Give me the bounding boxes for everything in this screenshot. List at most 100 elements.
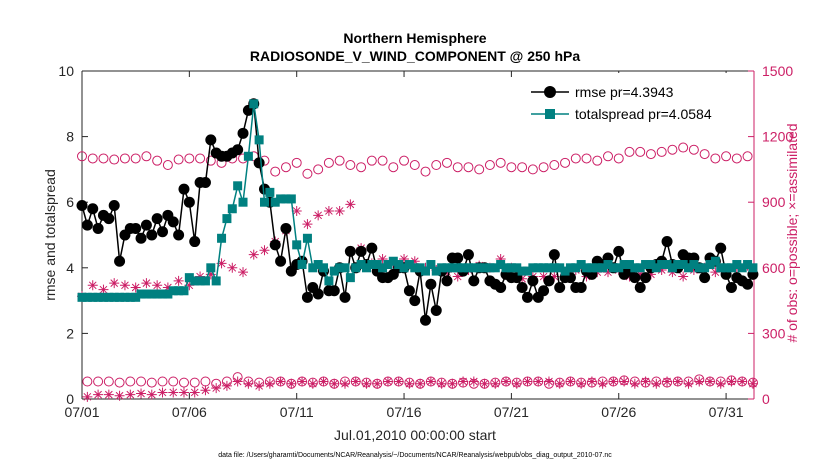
totalspread-point [539, 263, 549, 273]
series-obs-5 [82, 376, 758, 402]
obs-assimilated-point [184, 280, 195, 291]
obs-assimilated-point [93, 389, 104, 400]
obs-assimilated-point [173, 275, 184, 286]
totalspread-point [158, 289, 168, 299]
obs-assimilated-point [645, 269, 656, 280]
obs-possible-point [624, 146, 635, 157]
obs-possible-point [152, 155, 163, 166]
totalspread-point [131, 292, 141, 302]
obs-assimilated-point [259, 245, 270, 256]
obs-possible-point [168, 376, 179, 387]
totalspread-point [716, 263, 726, 273]
rmse-point [108, 199, 120, 211]
totalspread-point [608, 263, 618, 273]
obs-possible-point [613, 153, 624, 164]
obs-assimilated-point [340, 378, 351, 389]
totalspread-point [431, 266, 441, 276]
totalspread-point [238, 197, 248, 207]
totalspread-point [168, 286, 178, 296]
obs-assimilated-point [361, 378, 372, 389]
rmse-point [103, 213, 115, 225]
y-axis-label: rmse and totalspread [42, 169, 58, 301]
obs-possible-point [157, 376, 168, 387]
rmse-point [92, 222, 104, 234]
totalspread-point [115, 292, 125, 302]
totalspread-point [614, 263, 624, 273]
obs-possible-point [463, 162, 474, 173]
totalspread-point [684, 263, 694, 273]
totalspread-point [367, 260, 377, 270]
obs-possible-point [517, 162, 528, 173]
obs-assimilated-point [635, 269, 646, 280]
rmse-point [430, 304, 442, 316]
totalspread-point [678, 260, 688, 270]
rmse-point [403, 285, 415, 297]
totalspread-point [324, 276, 334, 286]
obs-assimilated-point [393, 376, 404, 387]
totalspread-point [125, 292, 135, 302]
totalspread-point [147, 289, 157, 299]
totalspread-point [82, 292, 92, 302]
obs-possible-point [334, 155, 345, 166]
legend-box [524, 73, 750, 128]
totalspread-point [469, 263, 479, 273]
obs-assimilated-point [200, 385, 211, 396]
obs-possible-point [506, 162, 517, 173]
obs-assimilated-point [189, 387, 200, 398]
rmse-point [613, 245, 625, 257]
obs-possible-point [103, 376, 114, 387]
obs-assimilated-point [168, 387, 179, 398]
totalspread-point [286, 194, 296, 204]
totalspread-point [394, 260, 404, 270]
obs-assimilated-point [382, 376, 393, 387]
obs-possible-point [484, 160, 495, 171]
totalspread-point [721, 263, 731, 273]
rmse-point [253, 157, 265, 169]
obs-assimilated-point [136, 388, 147, 399]
obs-possible-point [721, 151, 732, 162]
rmse-point [699, 272, 711, 284]
obs-assimilated-point [152, 280, 163, 291]
totalspread-point [243, 151, 253, 161]
obs-possible-point [130, 153, 141, 164]
obs-possible-point [366, 155, 377, 166]
totalspread-point [474, 263, 484, 273]
totalspread-point [233, 181, 243, 191]
obs-possible-point [645, 149, 656, 160]
rmse-point [640, 272, 652, 284]
rmse-point [151, 213, 163, 225]
totalspread-point [533, 263, 543, 273]
obs-assimilated-point [243, 378, 254, 389]
totalspread-point [651, 263, 661, 273]
obs-assimilated-point [737, 376, 748, 387]
obs-possible-point [114, 377, 125, 388]
obs-assimilated-point [404, 378, 415, 389]
obs-possible-point [431, 160, 442, 171]
obs-assimilated-point [565, 376, 576, 387]
rmse-point [468, 275, 480, 287]
totalspread-point [179, 286, 189, 296]
obs-assimilated-point [275, 376, 286, 387]
x-tick-label: 07/26 [601, 404, 636, 420]
y-tick-label: 10 [58, 63, 74, 79]
totalspread-point [506, 263, 516, 273]
rmse-point [409, 295, 421, 307]
obs-possible-point [495, 157, 506, 168]
totalspread-point [447, 263, 457, 273]
obs-assimilated-point [543, 376, 554, 387]
totalspread-point [571, 263, 581, 273]
obs-assimilated-point [87, 280, 98, 291]
totalspread-point [694, 263, 704, 273]
x-tick-label: 07/06 [172, 404, 207, 420]
rmse-point [634, 281, 646, 293]
rmse-point [441, 275, 453, 287]
obs-possible-point [581, 153, 592, 164]
rmse-point [232, 144, 244, 156]
rmse-point [452, 252, 464, 264]
rmse-point [76, 199, 88, 211]
obs-possible-point [731, 153, 742, 164]
obs-assimilated-point [264, 378, 275, 389]
totalspread-point [512, 263, 522, 273]
totalspread-point [136, 289, 146, 299]
obs-assimilated-point [211, 383, 222, 394]
